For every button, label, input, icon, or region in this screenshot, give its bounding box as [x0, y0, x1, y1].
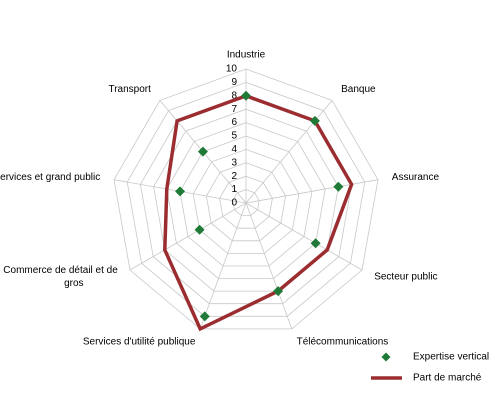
category-label-line: Transport	[108, 84, 151, 95]
category-label: Industrie	[227, 50, 266, 61]
data-point-diamond	[273, 286, 284, 297]
grid-ring	[113, 68, 379, 330]
legend-item-expertise: Expertise vertical	[381, 352, 489, 363]
category-label-line: Banque	[341, 84, 376, 95]
tick-label: 4	[231, 144, 237, 155]
chart-legend: Expertise vertical Part de marché	[371, 352, 489, 384]
category-label-line: Commerce de détail et de	[3, 265, 118, 276]
grid-spoke	[129, 202, 247, 271]
radar-tick-labels: 0 1 2 3 4 5 6 7 8 9 10	[226, 64, 238, 209]
grid-spoke	[245, 179, 379, 204]
category-label-line: Secteur public	[374, 272, 437, 283]
legend-label-expertise: Expertise vertical	[413, 352, 489, 363]
radar-series	[163, 90, 354, 332]
category-label-line: Industrie	[227, 50, 266, 61]
category-label: Commerce de détail et de gros	[3, 265, 118, 289]
grid-ring	[232, 189, 260, 217]
tick-label: 6	[231, 117, 237, 128]
tick-label: 0	[231, 198, 237, 209]
grid-ring	[192, 148, 300, 254]
category-label: Transport	[108, 84, 151, 95]
category-label-line: gros	[64, 278, 83, 289]
legend-marker-diamond	[381, 352, 391, 362]
category-label: Télécommunications	[297, 337, 389, 348]
category-label-line: Assurance	[392, 172, 440, 183]
grid-ring	[179, 135, 313, 267]
category-label: Banque	[341, 84, 376, 95]
tick-label: 1	[231, 184, 237, 195]
legend-item-part-de-marche: Part de marché	[371, 373, 482, 384]
tick-label: 2	[231, 171, 237, 182]
data-point-diamond	[194, 224, 205, 235]
grid-spoke	[245, 202, 363, 271]
tick-label: 3	[231, 157, 237, 168]
data-point-diamond	[199, 311, 210, 322]
category-label: Secteur public	[374, 272, 437, 283]
series-line-part-de-marche	[163, 93, 354, 332]
tick-label: 8	[231, 90, 237, 101]
data-point-diamond	[333, 181, 344, 192]
grid-ring	[205, 162, 287, 242]
category-label: Services et grand public	[0, 172, 100, 183]
tick-label: 7	[231, 104, 237, 115]
grid-ring	[126, 81, 366, 317]
data-point-diamond	[310, 238, 321, 249]
data-point-diamond	[175, 186, 186, 197]
tick-label: 10	[226, 64, 238, 75]
category-label-line: Télécommunications	[297, 337, 389, 348]
grid-ring	[166, 122, 326, 280]
tick-label: 9	[231, 77, 237, 88]
category-label-line: Services et grand public	[0, 172, 100, 183]
data-point-diamond	[241, 90, 251, 101]
legend-label-part-de-marche: Part de marché	[413, 373, 482, 384]
grid-spoke	[199, 202, 247, 330]
grid-spoke	[245, 202, 293, 330]
category-label: Assurance	[392, 172, 440, 183]
data-point-diamond	[309, 115, 320, 126]
data-point-diamond	[197, 146, 208, 157]
grid-ring	[219, 175, 273, 229]
tick-label: 5	[231, 131, 237, 142]
category-label: Services d'utilité publique	[83, 337, 196, 348]
radar-category-labels: Industrie Banque Assurance Secteur public Té…	[0, 50, 439, 348]
radar-grid	[113, 68, 379, 330]
grid-spoke	[245, 100, 333, 204]
category-label-line: Services d'utilité publique	[83, 337, 196, 348]
